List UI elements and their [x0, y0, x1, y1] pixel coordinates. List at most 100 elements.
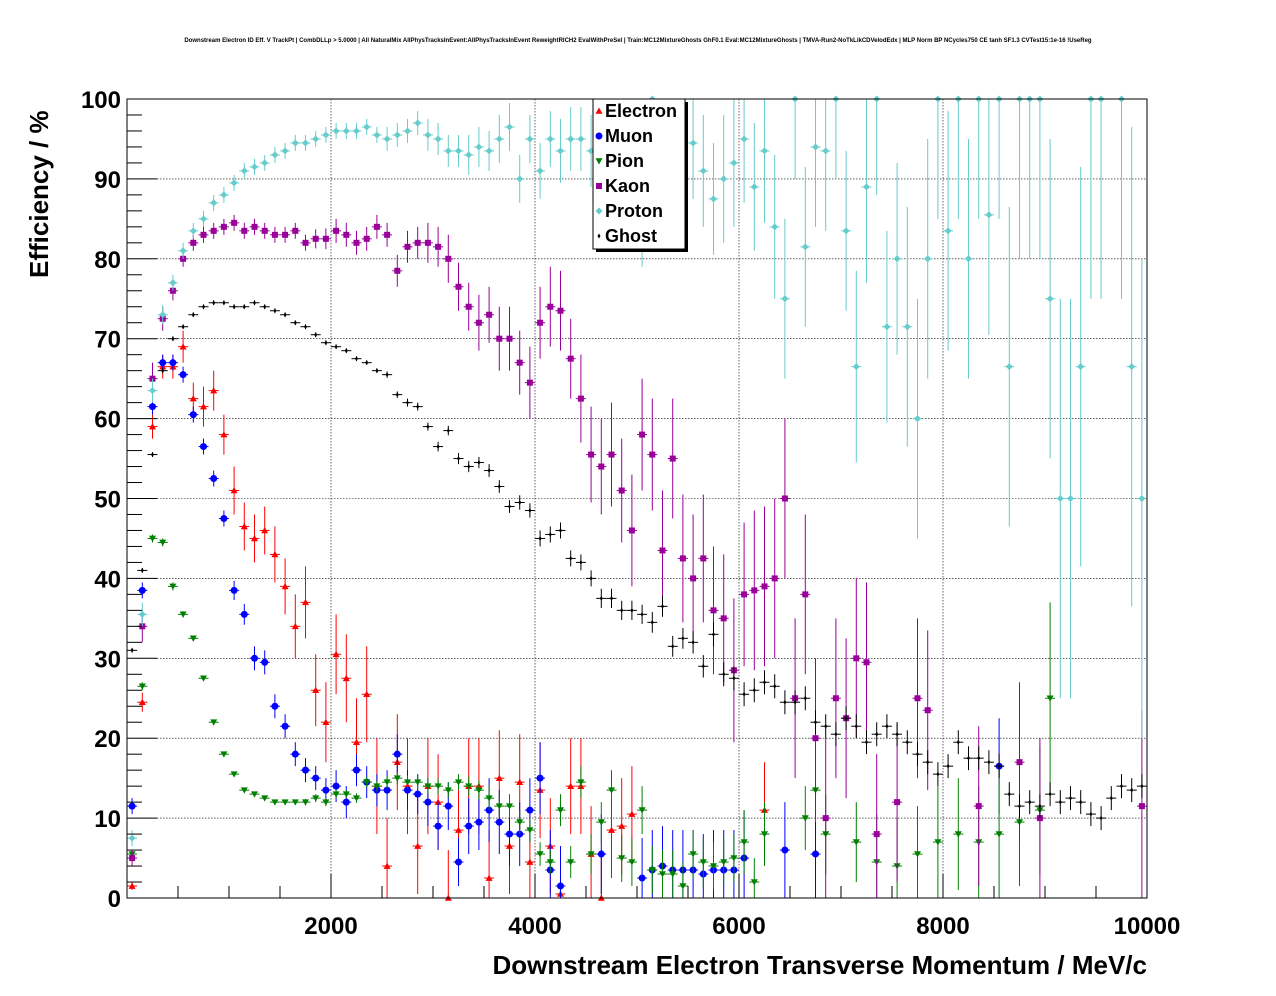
point-pion [475, 787, 483, 794]
point-kaon [506, 335, 513, 342]
point-electron [179, 343, 187, 350]
point-proton [883, 323, 891, 331]
point-muon [781, 846, 789, 854]
series-proton [127, 95, 1147, 847]
point-ghost [977, 755, 981, 761]
point-ghost [161, 368, 165, 374]
point-proton [251, 163, 258, 171]
legend-entry-electron: Electron [595, 101, 677, 121]
point-kaon [690, 575, 697, 582]
point-pion [240, 787, 248, 794]
point-muon [200, 443, 207, 451]
point-proton [383, 135, 391, 143]
point-ghost [140, 567, 144, 573]
point-muon [495, 818, 503, 826]
legend-entry-pion: Pion [595, 151, 644, 171]
point-ghost [722, 671, 726, 677]
point-ghost [548, 531, 552, 537]
point-kaon [924, 707, 931, 714]
point-pion [261, 795, 269, 802]
point-pion [342, 791, 350, 798]
point-electron [322, 718, 330, 726]
point-ghost [1007, 791, 1011, 797]
point-ghost [151, 452, 154, 458]
point-pion [179, 611, 187, 618]
point-ghost [202, 304, 205, 310]
point-ghost [344, 348, 348, 354]
point-electron [414, 842, 422, 849]
point-pion [495, 803, 503, 810]
point-ghost [191, 312, 195, 318]
point-ghost [1120, 783, 1123, 789]
point-ghost [171, 336, 175, 342]
point-ghost [661, 603, 664, 609]
point-proton [557, 147, 564, 155]
point-ghost [1140, 783, 1144, 789]
point-muon [475, 818, 483, 826]
grid [127, 99, 1147, 898]
y-tick-label: 80 [94, 247, 121, 274]
legend-marker-ghost [597, 233, 601, 239]
point-muon [312, 774, 320, 782]
point-kaon [424, 239, 431, 246]
point-kaon [863, 659, 870, 666]
point-proton [210, 199, 218, 207]
point-pion [720, 859, 728, 866]
point-ghost [956, 739, 960, 745]
point-ghost [742, 691, 746, 697]
point-kaon [200, 231, 207, 238]
point-ghost [518, 499, 522, 505]
point-muon [169, 359, 177, 367]
point-kaon [802, 591, 809, 598]
point-ghost [946, 763, 950, 769]
point-pion [995, 831, 1003, 838]
point-muon [210, 475, 218, 483]
point-ghost [997, 763, 1001, 769]
point-ghost [304, 324, 307, 330]
point-electron [485, 874, 493, 881]
point-proton [903, 323, 911, 331]
point-electron [455, 826, 462, 833]
point-ghost [793, 699, 797, 705]
point-proton [363, 123, 371, 131]
point-proton [332, 127, 340, 135]
point-ghost [681, 635, 685, 641]
point-proton [506, 123, 513, 131]
point-muon [597, 850, 605, 858]
point-pion [750, 879, 758, 886]
point-ghost [783, 699, 787, 705]
point-kaon [190, 239, 197, 246]
point-pion [934, 839, 942, 846]
y-tick-label: 20 [94, 726, 121, 753]
point-ghost [334, 344, 338, 350]
point-kaon [832, 695, 839, 702]
point-muon [302, 766, 309, 774]
point-ghost [1069, 795, 1072, 801]
point-proton [812, 143, 819, 151]
point-ghost [263, 304, 267, 310]
point-ghost [426, 424, 430, 430]
x-tick-label: 6000 [712, 913, 765, 940]
point-kaon [771, 575, 778, 582]
point-pion [291, 799, 299, 806]
point-ghost [844, 715, 848, 721]
point-ghost [589, 575, 593, 581]
y-tick-label: 100 [81, 87, 121, 114]
point-proton [1138, 495, 1146, 502]
point-kaon [557, 307, 564, 314]
point-proton [261, 159, 269, 167]
point-muon [149, 403, 156, 411]
point-pion [710, 863, 717, 870]
point-electron [516, 778, 524, 785]
y-tick-label: 60 [94, 407, 121, 434]
point-proton [1056, 495, 1064, 502]
point-proton [536, 167, 544, 175]
point-ghost [834, 731, 838, 737]
point-pion [730, 855, 738, 862]
point-muon [536, 774, 544, 782]
y-tick-label: 30 [94, 646, 121, 673]
point-kaon [302, 239, 309, 246]
point-proton [822, 147, 830, 155]
tick-labels: 2000 4000 6000 8000 10000 0 10 20 30 40 50 60 70 80 90… [81, 87, 1180, 940]
